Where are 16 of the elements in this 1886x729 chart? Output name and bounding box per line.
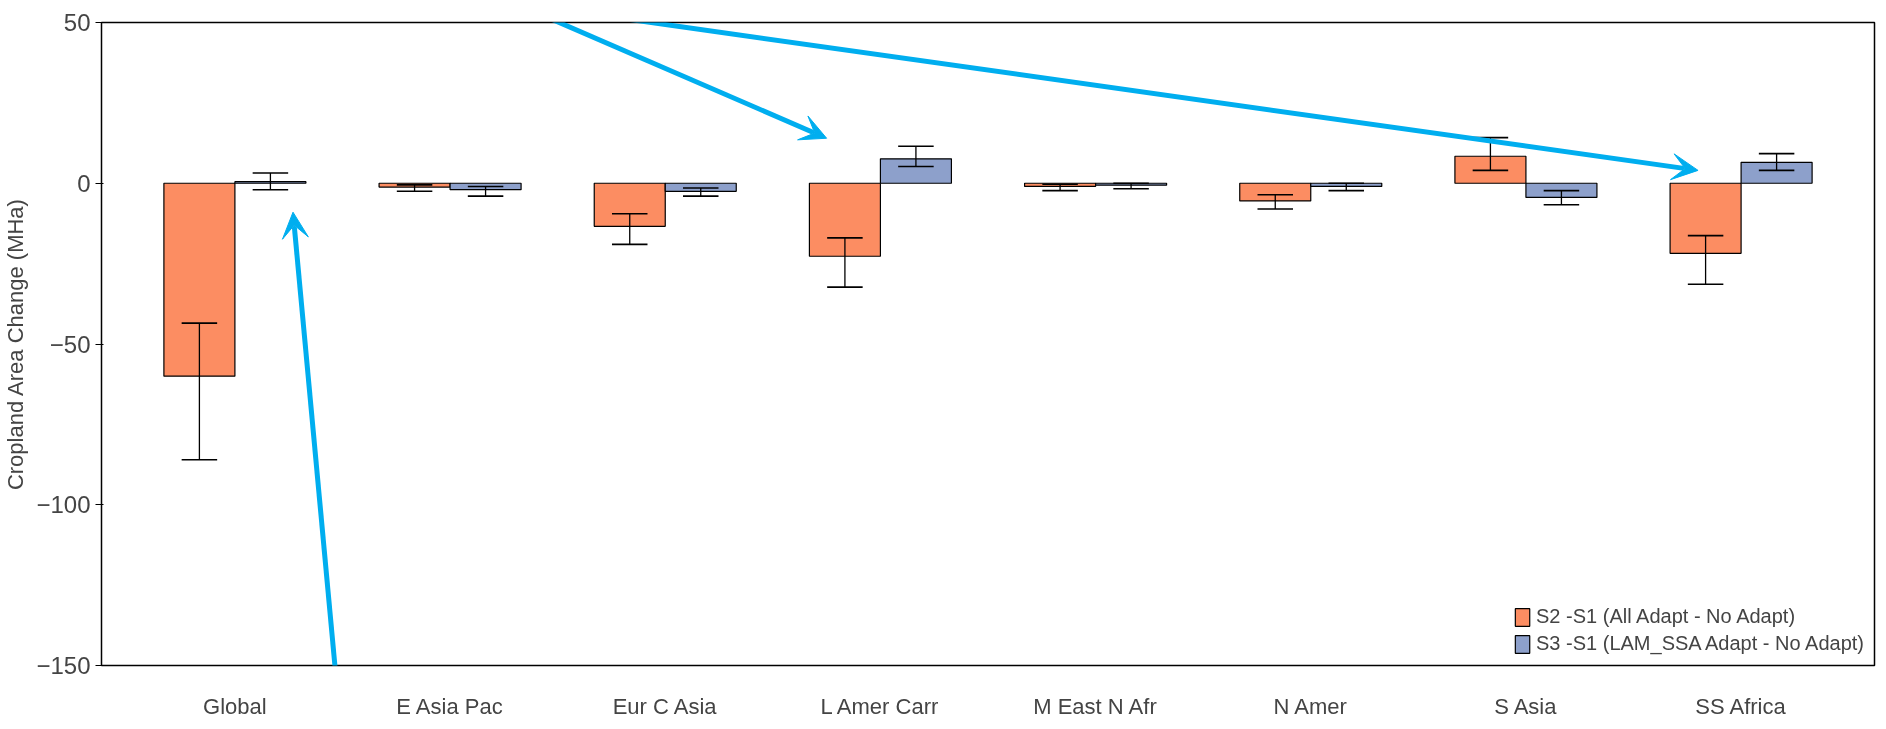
x-tick-label: SS Africa	[1695, 693, 1787, 719]
y-tick-label: 50	[63, 9, 91, 36]
y-tick-label: 0	[77, 169, 91, 197]
x-tick-label: S Asia	[1494, 693, 1558, 719]
x-tick-label: Eur C Asia	[612, 693, 718, 719]
legend-label: S3 -S1 (LAM_SSA Adapt - No Adapt)	[1536, 632, 1864, 655]
y-tick-label: −50	[49, 330, 91, 358]
x-tick-label: E Asia Pac	[396, 693, 503, 719]
x-tick-label: Global	[203, 693, 267, 719]
x-tick-label: M East N Afr	[1033, 693, 1157, 719]
y-tick-label: −150	[36, 652, 91, 679]
legend-label: S2 -S1 (All Adapt - No Adapt)	[1536, 605, 1796, 628]
y-tick-label: −100	[36, 491, 91, 519]
y-axis-title: Cropland Area Change (MHa)	[3, 199, 29, 491]
x-tick-label: N Amer	[1273, 693, 1347, 719]
x-tick-label: L Amer Carr	[820, 693, 939, 719]
